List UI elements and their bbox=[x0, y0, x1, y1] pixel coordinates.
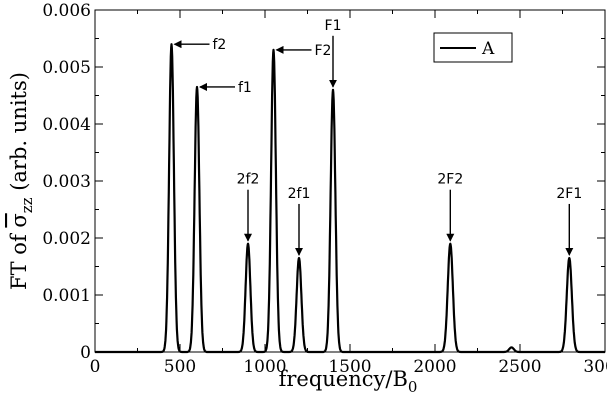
series-line-a bbox=[94, 43, 606, 354]
legend-label-a: A bbox=[481, 39, 495, 59]
annotation-label: F1 bbox=[325, 18, 342, 34]
y-tick-label: 0.002 bbox=[42, 229, 91, 249]
y-tick-label: 0.003 bbox=[42, 172, 91, 192]
y-axis-title-suffix: (arb. units) bbox=[7, 72, 31, 197]
y-tick-label: 0.005 bbox=[42, 58, 91, 78]
annotation-label: 2f1 bbox=[288, 186, 311, 202]
y-tick-label: 0 bbox=[80, 343, 91, 363]
x-tick-label: 1500 bbox=[328, 357, 371, 377]
y-tick-label: 0.006 bbox=[42, 1, 91, 21]
annotation-label: F2 bbox=[315, 43, 332, 59]
x-axis-title-main: frequency/B bbox=[279, 367, 408, 391]
x-tick-label: 500 bbox=[164, 357, 196, 377]
x-axis-title: frequency/B0 bbox=[279, 367, 418, 396]
annotation-label: 2f2 bbox=[237, 172, 260, 188]
x-tick-label: 0 bbox=[90, 357, 101, 377]
y-axis-title-sigma: σ bbox=[7, 213, 31, 227]
y-tick-label: 0.004 bbox=[42, 115, 91, 135]
annotation-label: 2F2 bbox=[437, 172, 463, 188]
x-tick-label: 2500 bbox=[498, 357, 541, 377]
legend: A bbox=[433, 32, 513, 63]
x-tick-label: 1000 bbox=[243, 357, 286, 377]
y-tick-label: 0.001 bbox=[42, 286, 91, 306]
y-axis-title-sub: zz bbox=[18, 197, 36, 213]
x-axis-title-sub: 0 bbox=[408, 378, 418, 396]
y-axis-title-prefix: FT of bbox=[7, 228, 31, 290]
annotation-label: f1 bbox=[238, 80, 252, 96]
annotation-label: 2F1 bbox=[556, 186, 582, 202]
x-tick-label: 2000 bbox=[413, 357, 456, 377]
annotation-label: f2 bbox=[213, 37, 227, 53]
y-axis-title: FT of σzz (arb. units) bbox=[7, 72, 36, 290]
